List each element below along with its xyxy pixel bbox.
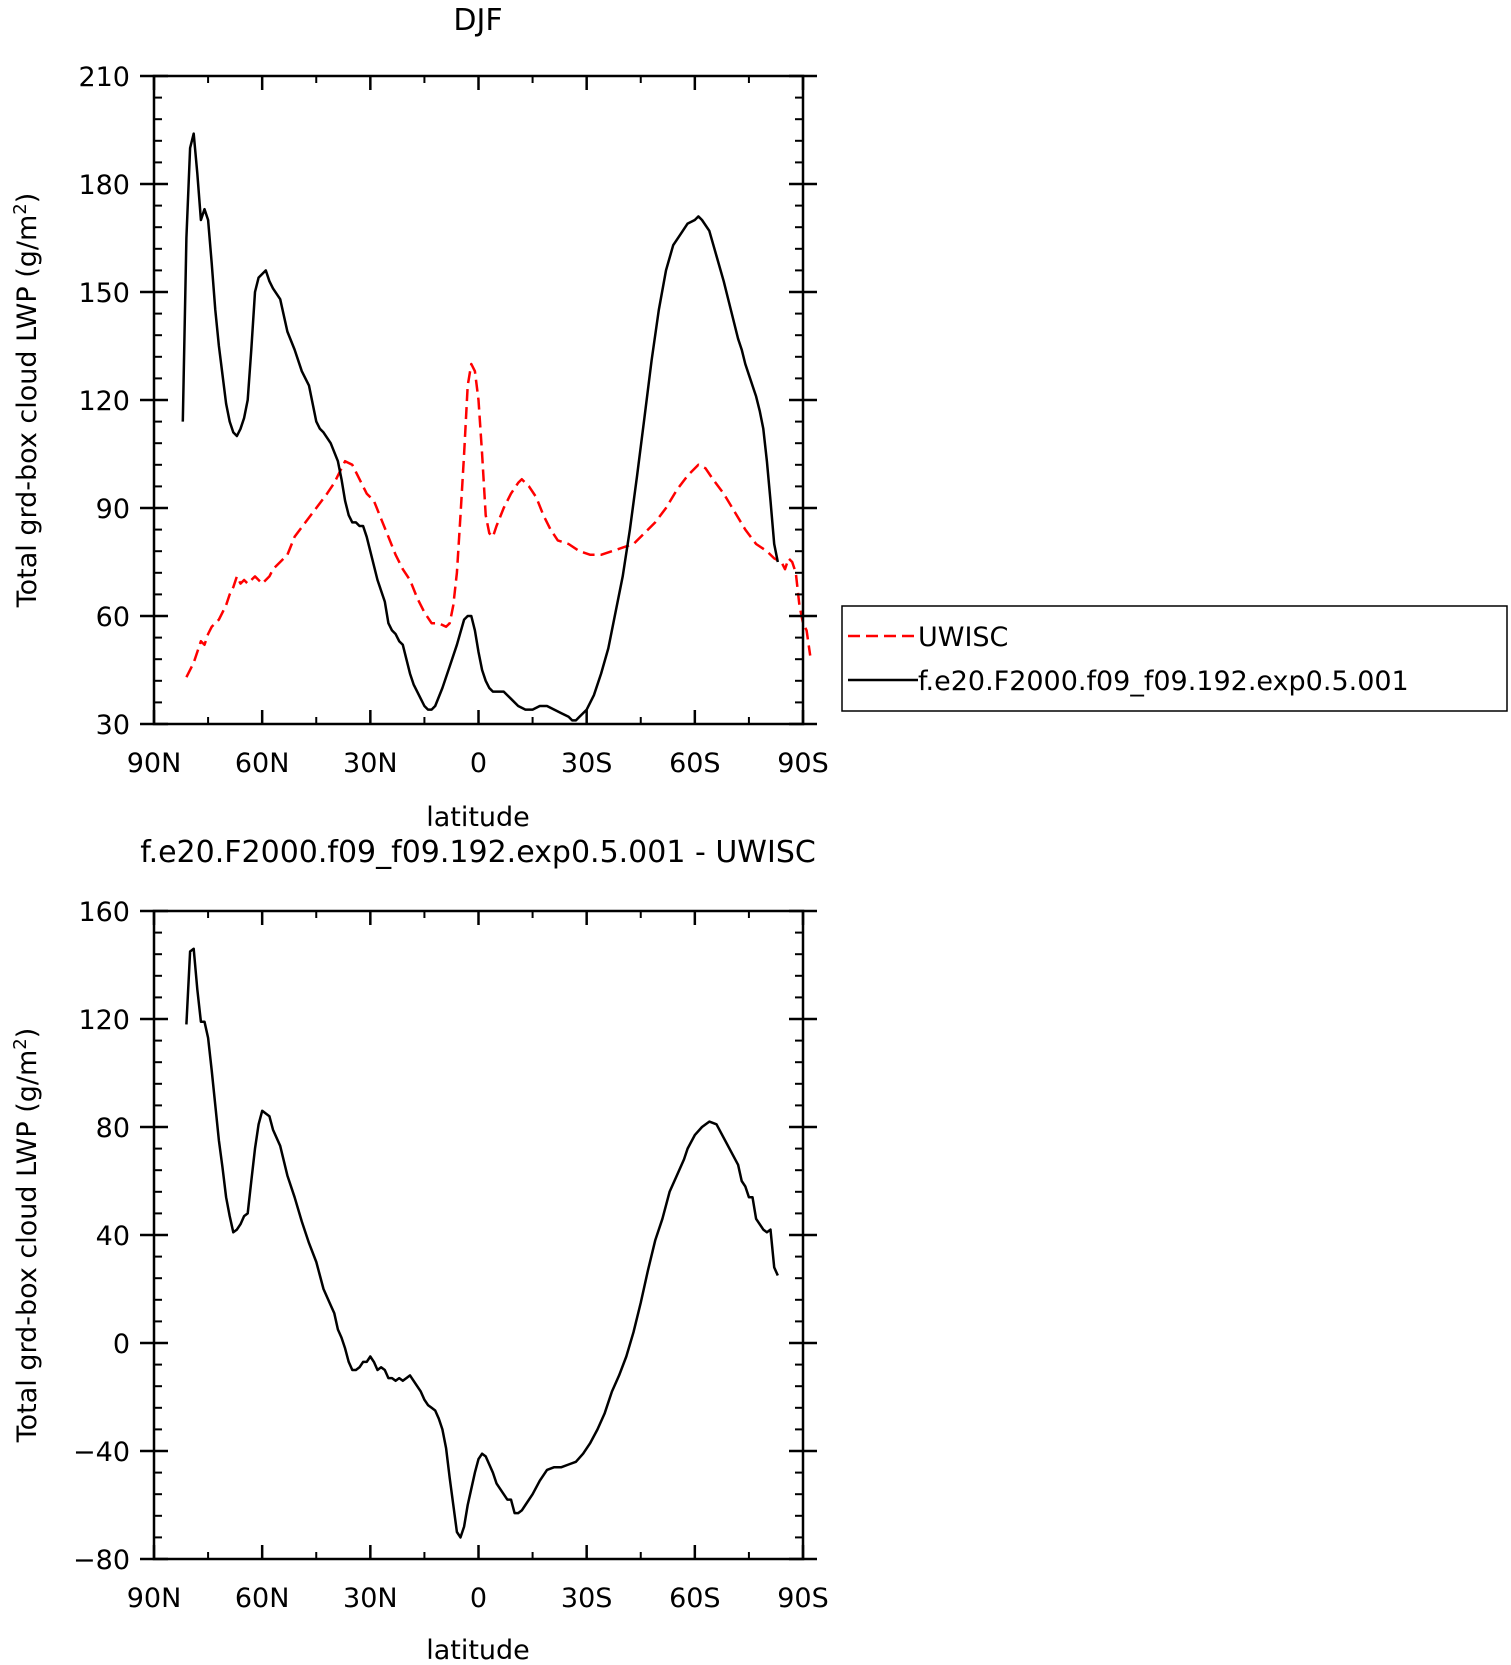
top-x-tick-label: 60N: [235, 748, 290, 779]
top-y-tick-label: 30: [96, 710, 130, 741]
legend: UWISC f.e20.F2000.f09_f09.192.exp0.5.001: [841, 605, 1508, 712]
top-x-tick-label: 0: [470, 748, 487, 779]
bottom-plot-area: [185, 947, 779, 1539]
bottom-y-axis-label: Total grd-box cloud LWP (g/m2): [10, 1028, 44, 1444]
top-series-line-0: [185, 362, 812, 678]
bottom-x-axis-label: latitude: [426, 1635, 530, 1665]
top-y-tick-label: 120: [78, 386, 130, 417]
bottom-panel: f.e20.F2000.f09_f09.192.exp0.5.001 - UWI…: [10, 835, 829, 1665]
top-y-axis-label-main: Total grd-box cloud LWP (g/m: [12, 215, 43, 609]
bot-x-tick-label: 90N: [127, 1583, 182, 1614]
top-y-tick-label: 150: [78, 278, 130, 309]
bot-x-tick-label: 90S: [777, 1583, 829, 1614]
top-plot-area: [181, 132, 812, 722]
top-y-tick-label: 90: [96, 494, 130, 525]
top-x-tick-label: 30N: [343, 748, 398, 779]
bot-y-tick-label: −80: [73, 1545, 130, 1576]
top-x-tick-label: 60S: [669, 748, 721, 779]
top-x-tick-label: 30S: [561, 748, 613, 779]
bottom-x-axis: 90N 60N 30N 0 30S 60S 90S: [127, 911, 829, 1614]
top-y-axis-label-sup: 2: [10, 203, 31, 214]
bottom-y-axis-label-sup: 2: [10, 1038, 31, 1049]
bottom-y-axis: −80 −40 0 40 80 120 160: [73, 897, 817, 1576]
top-y-axis-label: Total grd-box cloud LWP (g/m2): [10, 193, 44, 609]
top-chart-title: DJF: [453, 3, 502, 38]
bot-y-tick-label: 120: [78, 1005, 130, 1036]
top-y-tick-label: 180: [78, 170, 130, 201]
bot-x-tick-label: 60S: [669, 1583, 721, 1614]
legend-label-uwisc: UWISC: [918, 622, 1008, 653]
legend-label-model: f.e20.F2000.f09_f09.192.exp0.5.001: [918, 666, 1409, 697]
top-panel: DJF 90N 60N 30N 0 30S 60S 90S 30 60 90 120 150 180 2…: [10, 3, 1508, 833]
bottom-y-axis-label-main: Total grd-box cloud LWP (g/m: [12, 1050, 43, 1444]
top-x-tick-label: 90S: [777, 748, 829, 779]
top-series-line-1: [181, 132, 780, 722]
bot-y-tick-label: 80: [96, 1113, 130, 1144]
top-x-tick-label: 90N: [127, 748, 182, 779]
bot-x-tick-label: 60N: [235, 1583, 290, 1614]
top-y-axis-label-close: ): [12, 193, 43, 204]
top-y-axis: 30 60 90 120 150 180 210: [78, 62, 817, 741]
bot-series-line-0: [185, 947, 779, 1539]
top-y-tick-label: 210: [78, 62, 130, 93]
top-x-axis-label: latitude: [426, 802, 530, 833]
top-y-tick-label: 60: [96, 602, 130, 633]
bot-y-tick-label: −40: [73, 1437, 130, 1468]
legend-box: [841, 605, 1508, 712]
top-x-axis: 90N 60N 30N 0 30S 60S 90S: [127, 76, 829, 779]
bottom-chart-title: f.e20.F2000.f09_f09.192.exp0.5.001 - UWI…: [140, 835, 816, 870]
bottom-y-axis-label-close: ): [12, 1028, 43, 1039]
bot-x-tick-label: 30N: [343, 1583, 398, 1614]
bot-y-tick-label: 0: [113, 1329, 130, 1360]
bot-y-tick-label: 40: [96, 1221, 130, 1252]
bot-x-tick-label: 0: [470, 1583, 487, 1614]
bot-y-tick-label: 160: [78, 897, 130, 928]
bot-x-tick-label: 30S: [561, 1583, 613, 1614]
